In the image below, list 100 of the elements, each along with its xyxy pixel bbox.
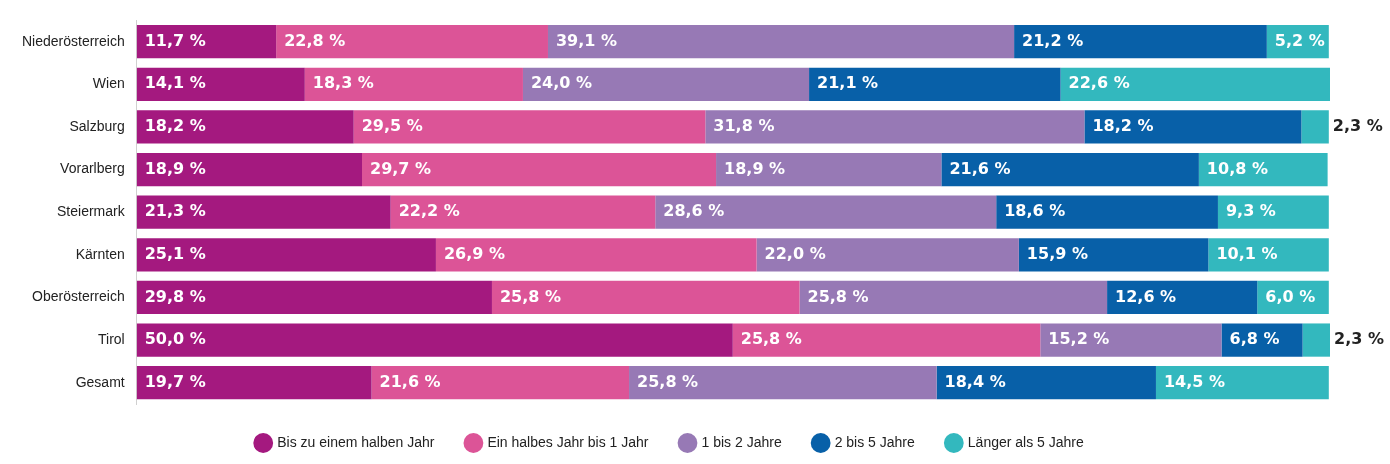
legend-label: 2 bis 5 Jahre [834,433,916,450]
bar [756,238,1019,272]
data-label: 39,1 % [555,30,618,50]
bar [362,152,717,187]
bar [1198,152,1328,187]
data-label: 21,6 % [379,371,441,391]
y-tick-label: Niederösterreich [21,32,125,49]
bar [655,195,997,229]
data-label: 5,2 % [1274,30,1325,50]
bar [941,152,1199,187]
data-label: 18,2 % [144,116,206,136]
y-tick-label: Gesamt [75,373,125,390]
bar [1302,323,1330,357]
bar [809,67,1061,101]
data-label: 22,2 % [398,201,460,221]
y-tick-label: Kärnten [75,245,125,262]
bar [136,323,733,357]
bar [629,366,937,400]
bar [799,280,1108,315]
data-label: 29,5 % [361,116,423,136]
bar [1060,67,1330,101]
bar [1217,195,1329,229]
data-label: 19,7 % [144,371,206,391]
y-tick-label: Steiermark [57,203,126,220]
data-label: 25,8 % [807,286,869,306]
bar [136,366,372,400]
y-tick-label: Vorarlberg [60,160,125,177]
bar [136,280,492,315]
data-label: 18,6 % [1004,201,1066,221]
data-label: 15,2 % [1048,329,1110,349]
data-label: 18,3 % [312,73,374,93]
data-label: 29,7 % [370,158,432,178]
bar [136,67,305,101]
data-label: 18,9 % [144,158,206,178]
data-label: 9,3 % [1225,201,1276,221]
data-label: 22,6 % [1068,73,1130,93]
bar [716,152,942,187]
bar [732,323,1041,357]
bar [705,110,1085,144]
data-label: 11,7 % [144,30,206,50]
data-label: 26,9 % [443,243,505,263]
y-tick-label: Oberösterreich [32,288,125,305]
data-label: 15,9 % [1026,243,1088,263]
data-label: 25,8 % [740,329,802,349]
data-label: 21,1 % [817,73,879,93]
bar [1014,25,1267,59]
data-label: 2,3 % [1334,329,1384,349]
legend-label: 1 bis 2 Jahre [701,433,782,450]
data-label: 12,6 % [1115,286,1177,306]
bar [1107,280,1258,315]
data-label: 21,2 % [1022,30,1084,50]
bar [304,67,523,101]
data-label: 25,1 % [144,243,206,263]
bar [996,195,1218,229]
data-label: 24,0 % [530,73,593,93]
data-label: 18,9 % [724,158,786,178]
bar [936,366,1156,400]
y-tick-label: Wien [92,75,125,92]
bar [353,110,706,144]
data-label: 31,8 % [713,116,775,136]
bar [1221,323,1303,357]
bar [136,110,354,144]
data-label: 14,1 % [144,73,206,93]
data-label: 22,0 % [764,243,826,263]
y-tick-label: Salzburg [69,117,125,134]
data-label: 6,8 % [1229,329,1280,349]
bar [136,25,277,59]
bar [136,195,391,229]
bar [547,25,1015,59]
data-label: 2,3 % [1332,116,1383,136]
data-label: 21,6 % [949,158,1011,178]
data-label: 28,6 % [663,201,725,221]
bar [371,366,630,400]
bar [522,67,810,101]
bar [1018,238,1209,272]
data-label: 14,5 % [1163,371,1226,391]
y-tick-label: Tirol [98,330,125,347]
data-label: 50,0 % [144,329,206,349]
legend-label: Länger als 5 Jahre [967,433,1084,450]
bar [1155,366,1329,400]
data-label: 25,8 % [637,371,699,391]
data-label: 29,8 % [144,286,206,306]
bar [136,152,363,187]
legend-label: Ein halbes Jahr bis 1 Jahr [487,433,649,450]
bar [1208,238,1329,272]
data-label: 6,0 % [1265,286,1316,306]
data-label: 21,3 % [144,201,206,221]
bar [435,238,757,272]
data-label: 22,8 % [284,30,346,50]
bar [136,238,436,272]
data-label: 18,2 % [1092,116,1154,136]
data-label: 18,4 % [944,371,1006,391]
bar [276,25,548,59]
bar [491,280,800,315]
bar [1084,110,1302,144]
data-label: 25,8 % [499,286,562,306]
data-label: 10,1 % [1216,243,1278,263]
bar [1040,323,1222,357]
data-label: 10,8 % [1206,158,1268,178]
bar [390,195,656,229]
